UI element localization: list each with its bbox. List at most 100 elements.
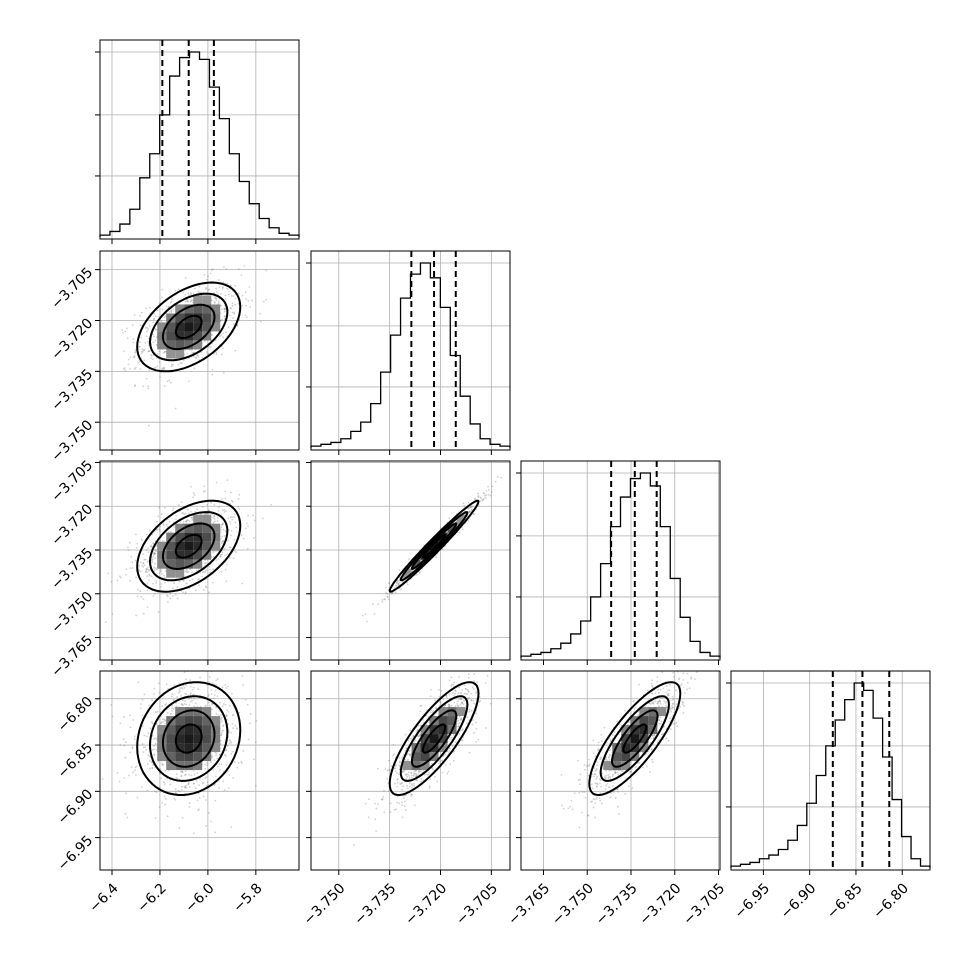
scatter-point <box>220 513 223 515</box>
density-cell <box>438 707 448 717</box>
scatter-point <box>220 537 222 540</box>
scatter-point <box>84 357 86 359</box>
scatter-point <box>467 519 470 522</box>
scatter-point <box>160 585 163 588</box>
scatter-point <box>178 790 181 793</box>
scatter-point <box>213 759 216 762</box>
scatter-point <box>183 671 186 674</box>
scatter-point <box>226 714 229 717</box>
scatter-point <box>162 523 165 526</box>
scatter-point <box>383 598 386 600</box>
scatter-point <box>220 526 223 529</box>
density-cell <box>420 752 430 762</box>
scatter-point <box>393 808 396 811</box>
scatter-point <box>190 697 193 700</box>
scatter-point <box>458 698 461 701</box>
scatter-point <box>671 704 673 707</box>
scatter-point <box>382 795 385 798</box>
density-3-1 <box>353 671 492 846</box>
scatter-point <box>175 791 177 793</box>
scatter-point <box>101 777 104 780</box>
scatter-point <box>201 571 204 574</box>
scatter-point <box>241 304 244 307</box>
density-cell <box>193 340 203 350</box>
panel-frame <box>99 670 300 871</box>
density-cell <box>175 304 185 314</box>
scatter-point <box>430 688 432 691</box>
scatter-point <box>232 713 235 716</box>
scatter-point <box>397 582 400 585</box>
scatter-point <box>151 734 154 737</box>
scatter-point <box>594 816 596 819</box>
scatter-point <box>219 292 222 295</box>
scatter-point <box>132 341 135 344</box>
scatter-point <box>213 694 216 696</box>
scatter-point <box>170 300 173 303</box>
scatter-point <box>215 287 218 290</box>
scatter-point <box>151 722 154 725</box>
scatter-point <box>180 362 183 364</box>
scatter-point <box>164 769 167 772</box>
scatter-point <box>240 760 243 763</box>
scatter-point <box>219 555 222 558</box>
scatter-point <box>153 745 155 747</box>
scatter-point <box>160 721 163 724</box>
scatter-point <box>221 553 223 556</box>
density-cell <box>175 523 185 533</box>
scatter-point <box>172 507 175 510</box>
density-cell <box>184 716 194 726</box>
scatter-point <box>147 350 150 353</box>
y-tick-label: −3.720 <box>48 501 96 549</box>
density-cell <box>166 752 176 762</box>
scatter-point <box>184 700 186 702</box>
scatter-point <box>477 492 479 495</box>
scatter-point <box>197 662 199 664</box>
density-cell <box>202 532 212 542</box>
scatter-point <box>203 589 205 592</box>
scatter-point <box>216 757 218 760</box>
panel-2-1 <box>306 460 511 665</box>
scatter-point <box>173 526 176 529</box>
scatter-point <box>124 812 127 815</box>
scatter-point <box>222 724 225 727</box>
scatter-point <box>596 775 599 778</box>
scatter-point <box>216 695 219 698</box>
density-cell <box>184 550 194 560</box>
scatter-point <box>133 356 136 359</box>
scatter-point <box>650 748 653 751</box>
scatter-point <box>156 520 158 523</box>
contour-2 <box>399 695 469 782</box>
scatter-point <box>404 800 406 803</box>
density-cell <box>202 295 212 305</box>
scatter-point <box>142 565 145 568</box>
scatter-point <box>457 725 460 728</box>
scatter-point <box>231 516 234 519</box>
scatter-point <box>161 288 163 291</box>
scatter-point <box>145 569 148 571</box>
scatter-point <box>218 335 221 338</box>
scatter-point <box>242 684 245 686</box>
scatter-point <box>179 687 182 690</box>
scatter-point <box>121 329 124 331</box>
scatter-point <box>205 512 208 515</box>
scatter-point <box>457 725 460 728</box>
scatter-point <box>482 492 485 494</box>
scatter-point <box>141 786 143 788</box>
scatter-point <box>220 353 223 356</box>
scatter-point <box>222 540 225 542</box>
scatter-point <box>458 686 460 689</box>
scatter-point <box>173 582 176 585</box>
scatter-point <box>485 494 488 497</box>
scatter-point <box>222 336 225 339</box>
scatter-point <box>162 574 165 577</box>
scatter-point <box>193 705 195 708</box>
scatter-point <box>139 703 142 705</box>
scatter-point <box>207 784 210 786</box>
scatter-point <box>407 739 410 742</box>
scatter-point <box>214 799 217 802</box>
scatter-point <box>209 346 212 348</box>
scatter-point <box>189 510 192 513</box>
scatter-point <box>215 481 218 484</box>
scatter-point <box>210 501 212 504</box>
density-cell <box>166 734 176 744</box>
